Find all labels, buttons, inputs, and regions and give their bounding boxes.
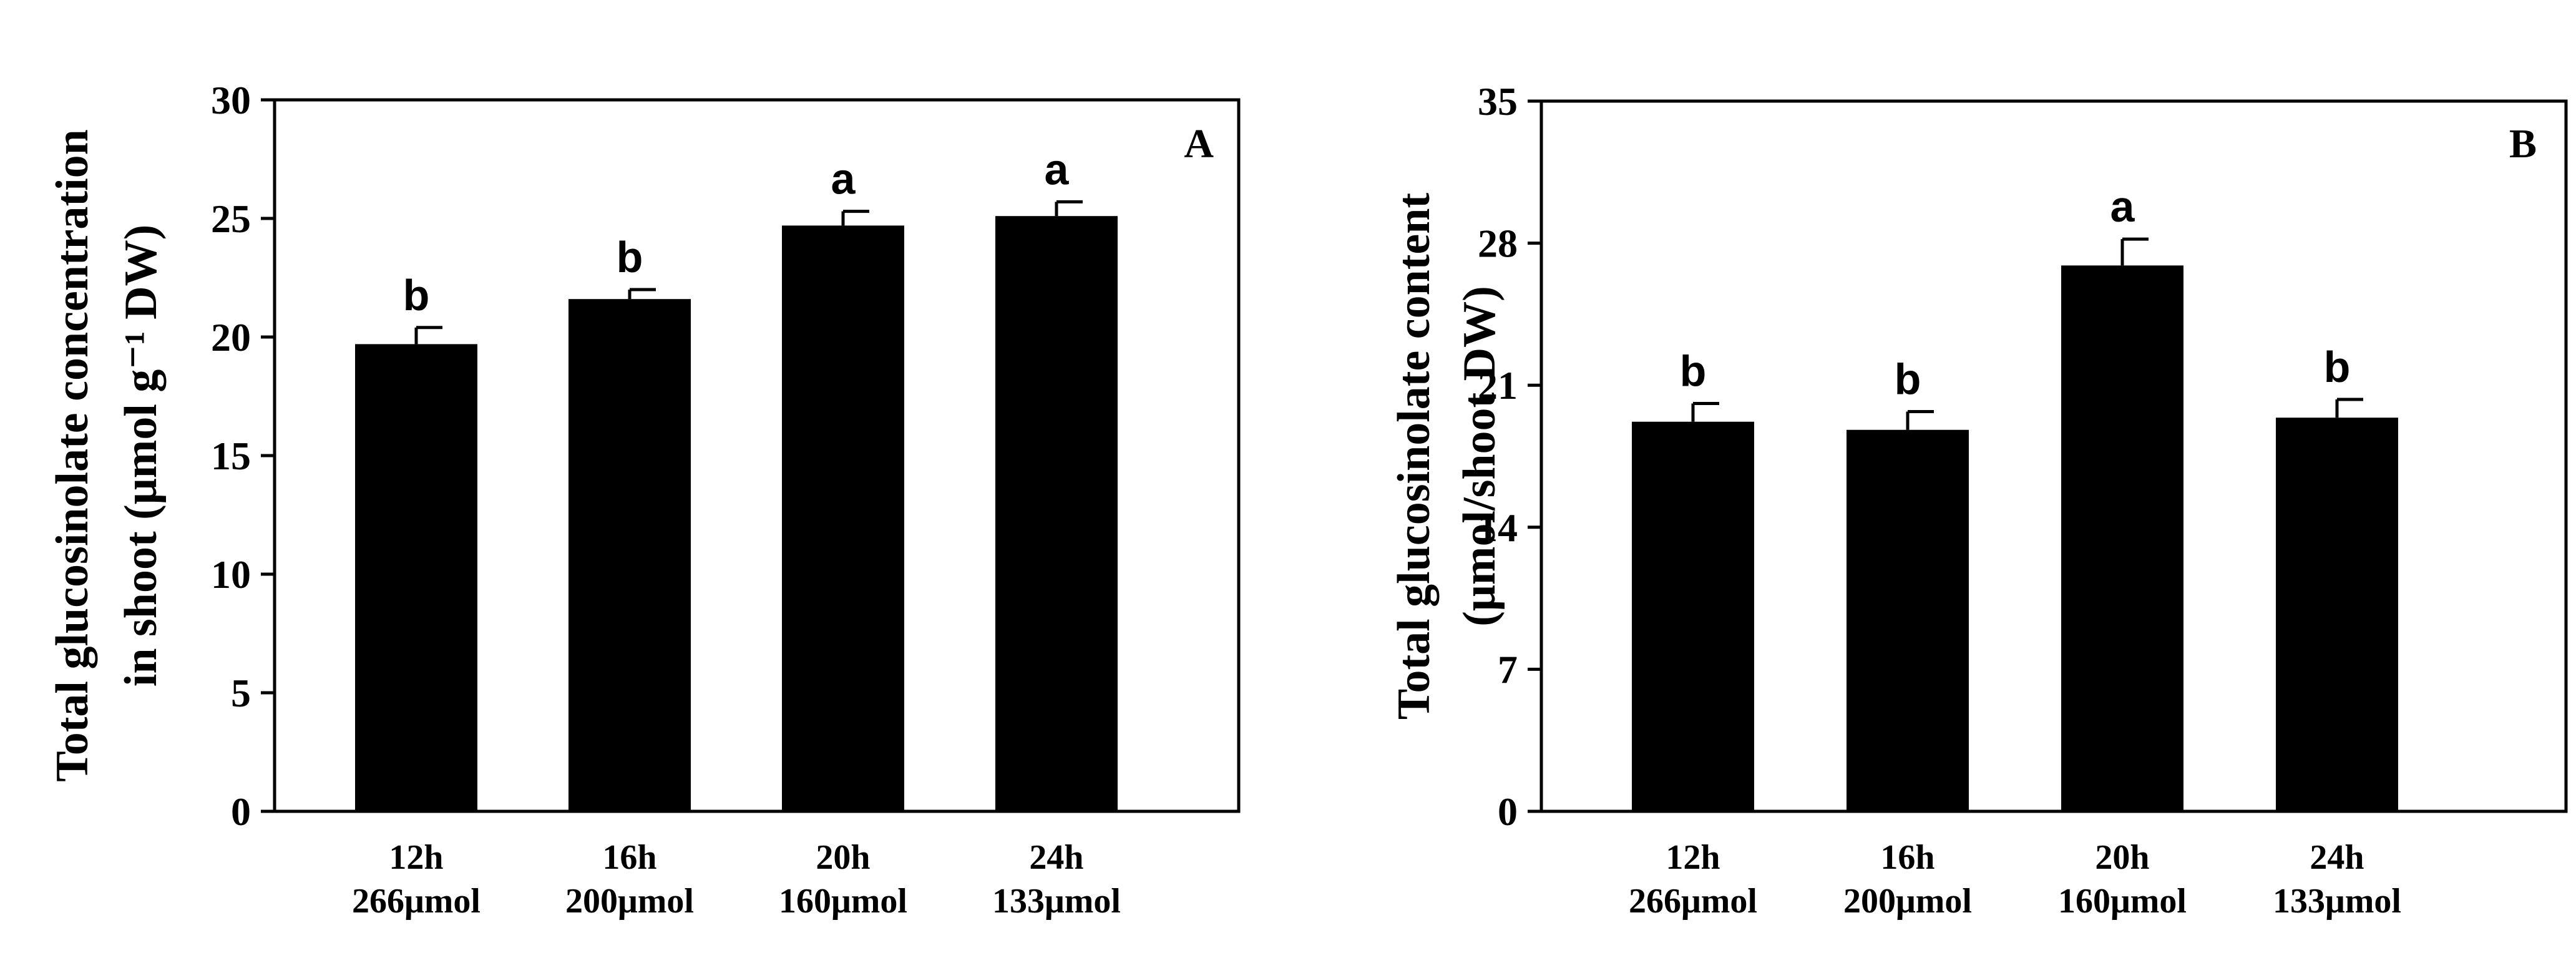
significance-letter: b: [617, 233, 643, 281]
y-tick-label: 20: [211, 315, 251, 359]
x-tick-label-line2: 200μmol: [565, 882, 694, 921]
y-tick-label: 21: [1478, 363, 1518, 408]
x-tick-label-line1: 20h: [2095, 838, 2149, 877]
y-tick-label: 25: [211, 197, 251, 241]
significance-letter: b: [403, 271, 430, 320]
x-tick-label-line2: 133μmol: [992, 882, 1121, 921]
chart-panel-a: 0 5 10 15 20 25 30 b 12h 266μmol b 16h 200μmol a 20h 16…: [47, 78, 1241, 921]
significance-letter: a: [2110, 182, 2135, 231]
y-tick-label: 0: [231, 789, 251, 834]
x-tick-label-line1: 12h: [389, 838, 443, 877]
significance-letter: a: [1045, 145, 1070, 193]
x-tick-label-line1: 20h: [816, 838, 870, 877]
x-tick-label-line2: 266μmol: [1629, 882, 1757, 921]
chart-panel-b: 0 7 14 21 28 35 b 12h 266μmol b 16h 200μmol a 20h 160μ…: [1388, 79, 2568, 921]
x-tick-label-line2: 133μmol: [2273, 882, 2401, 921]
x-tick-label-line2: 200μmol: [1843, 882, 1972, 921]
y-tick-label: 5: [231, 671, 251, 715]
y-tick-label: 15: [211, 434, 251, 478]
x-tick-label-line2: 266μmol: [352, 882, 481, 921]
bar: [1632, 421, 1754, 811]
x-tick-label-line1: 24h: [2310, 838, 2364, 877]
x-tick-label-line2: 160μmol: [779, 882, 907, 921]
panel-label: A: [1184, 121, 1214, 167]
bar: [995, 216, 1118, 811]
y-axis-label: (μmol/shoot DW): [1454, 286, 1505, 627]
y-axis-label: Total glucosinolate concentration: [47, 129, 98, 782]
x-tick-label-line1: 24h: [1029, 838, 1083, 877]
plot-frame: [1539, 99, 2568, 813]
bar: [782, 225, 904, 811]
y-tick-label: 0: [1498, 789, 1518, 834]
y-axis-label: Total glucosinolate content: [1388, 193, 1440, 720]
panel-label: B: [2509, 121, 2537, 167]
bar: [1847, 429, 1969, 811]
significance-letter: a: [831, 155, 856, 203]
bar: [2276, 418, 2398, 811]
significance-letter: b: [1895, 354, 1921, 403]
x-tick-label-line1: 12h: [1666, 838, 1720, 877]
y-axis-label: in shoot (μmol g⁻¹ DW): [115, 225, 167, 687]
bar: [568, 299, 691, 811]
y-tick-label: 14: [1478, 506, 1518, 550]
y-tick-label: 35: [1478, 79, 1518, 124]
y-tick-label: 7: [1498, 647, 1518, 692]
bar: [355, 344, 477, 811]
x-tick-label-line1: 16h: [602, 838, 656, 877]
y-tick-label: 30: [211, 78, 251, 122]
x-tick-label-line1: 16h: [1880, 838, 1934, 877]
x-tick-label-line2: 160μmol: [2058, 882, 2187, 921]
significance-letter: b: [1680, 346, 1707, 395]
bar: [2061, 265, 2183, 811]
y-tick-label: 28: [1478, 222, 1518, 266]
y-tick-label: 10: [211, 552, 251, 597]
significance-letter: b: [2324, 343, 2351, 391]
